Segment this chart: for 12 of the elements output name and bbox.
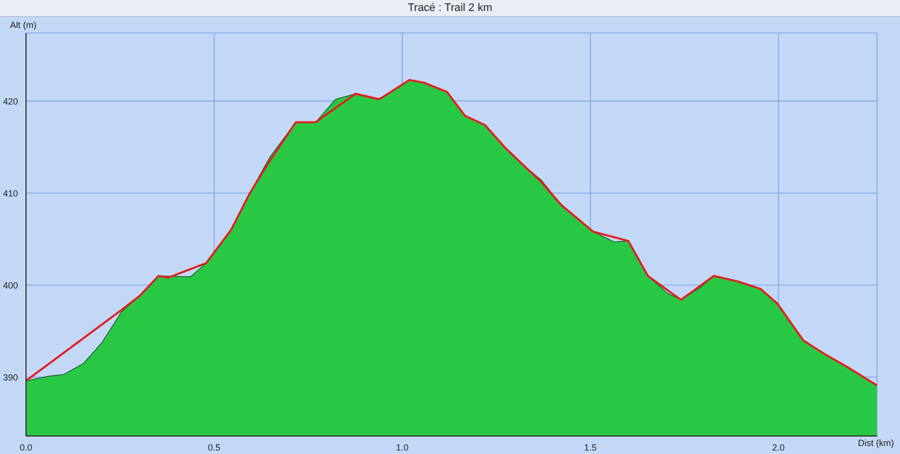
x-axis-title: Dist (km) bbox=[858, 438, 894, 448]
x-tick-label: 2.0 bbox=[772, 442, 785, 452]
y-axis-title: Alt (m) bbox=[10, 20, 36, 30]
x-tick-label: 1.5 bbox=[584, 442, 597, 452]
y-tick-label: 420 bbox=[2, 96, 18, 106]
chart-title: Tracé : Trail 2 km bbox=[0, 0, 900, 17]
y-tick-label: 400 bbox=[2, 280, 18, 290]
x-tick-label: 1.0 bbox=[396, 442, 408, 452]
y-tick-label: 410 bbox=[2, 188, 18, 198]
x-tick-label: 0.0 bbox=[20, 442, 32, 452]
y-tick-label: 390 bbox=[2, 372, 18, 382]
x-tick-label: 0.5 bbox=[208, 442, 220, 452]
